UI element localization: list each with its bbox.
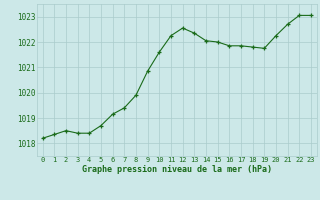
X-axis label: Graphe pression niveau de la mer (hPa): Graphe pression niveau de la mer (hPa) bbox=[82, 165, 272, 174]
